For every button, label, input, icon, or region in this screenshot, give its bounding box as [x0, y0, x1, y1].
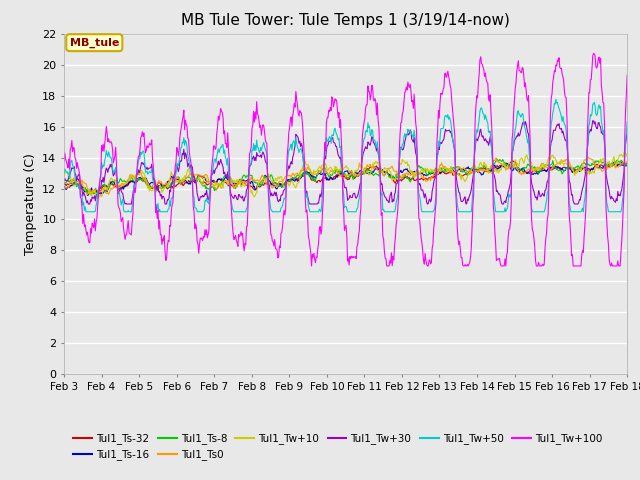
- Tul1_Ts-8: [216, 182, 224, 188]
- Tul1_Tw+30: [589, 118, 597, 124]
- Tul1_Ts-32: [431, 172, 439, 178]
- Tul1_Tw+30: [84, 201, 92, 207]
- Tul1_Ts0: [431, 167, 439, 173]
- Tul1_Ts-8: [186, 175, 194, 181]
- Tul1_Tw+50: [129, 197, 137, 203]
- Tul1_Ts-8: [87, 192, 95, 198]
- Tul1_Tw+30: [60, 177, 68, 183]
- Tul1_Ts-16: [70, 180, 78, 185]
- Tul1_Tw+10: [415, 169, 422, 175]
- Tul1_Ts0: [129, 172, 137, 178]
- Line: Tul1_Ts-8: Tul1_Ts-8: [64, 159, 627, 195]
- Tul1_Ts-16: [60, 184, 68, 190]
- Line: Tul1_Tw+30: Tul1_Tw+30: [64, 121, 627, 204]
- Tul1_Tw+10: [186, 170, 194, 176]
- Tul1_Ts-32: [508, 158, 516, 164]
- Tul1_Tw+50: [60, 171, 68, 177]
- Line: Tul1_Ts-32: Tul1_Ts-32: [64, 161, 627, 194]
- Tul1_Tw+30: [129, 191, 137, 197]
- Tul1_Ts-8: [493, 156, 501, 162]
- Tul1_Tw+50: [216, 146, 224, 152]
- Text: MB_tule: MB_tule: [70, 37, 119, 48]
- Tul1_Tw+30: [70, 164, 78, 169]
- Tul1_Ts-16: [84, 192, 92, 198]
- Tul1_Tw+100: [215, 117, 223, 123]
- Tul1_Tw+30: [216, 160, 224, 166]
- Tul1_Tw+100: [589, 50, 597, 56]
- Tul1_Tw+100: [186, 149, 193, 155]
- Tul1_Ts-32: [60, 182, 68, 188]
- Tul1_Ts0: [186, 170, 194, 176]
- Tul1_Ts-16: [186, 181, 194, 187]
- Tul1_Tw+50: [623, 119, 631, 125]
- Tul1_Tw+10: [93, 196, 100, 202]
- Line: Tul1_Tw+50: Tul1_Tw+50: [64, 99, 627, 212]
- Tul1_Tw+10: [60, 172, 68, 178]
- Tul1_Tw+50: [82, 209, 90, 215]
- Tul1_Tw+100: [431, 207, 439, 213]
- Tul1_Ts0: [60, 186, 68, 192]
- Tul1_Ts-32: [186, 178, 194, 184]
- Legend: Tul1_Ts-32, Tul1_Ts-16, Tul1_Ts-8, Tul1_Ts0, Tul1_Tw+10, Tul1_Tw+30, Tul1_Tw+50,: Tul1_Ts-32, Tul1_Ts-16, Tul1_Ts-8, Tul1_…: [69, 429, 606, 465]
- Tul1_Ts-32: [216, 177, 224, 182]
- Tul1_Tw+50: [431, 199, 439, 205]
- Tul1_Tw+30: [415, 182, 422, 188]
- Line: Tul1_Ts-16: Tul1_Ts-16: [64, 162, 627, 195]
- Tul1_Tw+100: [623, 72, 631, 78]
- Tul1_Ts0: [584, 154, 592, 160]
- Tul1_Ts0: [70, 177, 78, 182]
- Tul1_Tw+100: [70, 145, 78, 151]
- Tul1_Ts0: [216, 183, 224, 189]
- Tul1_Tw+50: [70, 167, 78, 172]
- Tul1_Tw+10: [129, 175, 137, 181]
- Tul1_Ts-8: [431, 166, 439, 172]
- Tul1_Tw+30: [431, 175, 439, 180]
- Tul1_Tw+100: [415, 216, 422, 221]
- Tul1_Tw+50: [552, 96, 560, 102]
- Tul1_Ts-8: [129, 177, 137, 183]
- Y-axis label: Temperature (C): Temperature (C): [24, 153, 36, 255]
- Tul1_Tw+10: [70, 183, 78, 189]
- Tul1_Ts0: [415, 171, 422, 177]
- Tul1_Ts-8: [70, 178, 78, 184]
- Tul1_Tw+10: [431, 172, 439, 178]
- Tul1_Tw+100: [308, 263, 316, 269]
- Tul1_Ts-8: [623, 161, 631, 167]
- Tul1_Ts-32: [95, 192, 102, 197]
- Tul1_Ts-32: [415, 176, 422, 182]
- Tul1_Tw+30: [186, 166, 194, 171]
- Tul1_Ts0: [623, 158, 631, 164]
- Tul1_Ts-16: [611, 159, 618, 165]
- Tul1_Ts-32: [70, 180, 78, 186]
- Line: Tul1_Tw+100: Tul1_Tw+100: [64, 53, 627, 266]
- Tul1_Tw+100: [128, 219, 136, 225]
- Tul1_Ts-8: [60, 180, 68, 186]
- Tul1_Ts0: [105, 192, 113, 197]
- Title: MB Tule Tower: Tule Temps 1 (3/19/14-now): MB Tule Tower: Tule Temps 1 (3/19/14-now…: [181, 13, 510, 28]
- Tul1_Tw+10: [216, 180, 224, 186]
- Tul1_Ts-32: [623, 161, 631, 167]
- Tul1_Tw+30: [623, 130, 631, 135]
- Tul1_Ts-16: [216, 176, 224, 182]
- Tul1_Tw+10: [623, 154, 631, 159]
- Tul1_Ts-32: [129, 179, 137, 185]
- Tul1_Ts-16: [431, 170, 439, 176]
- Tul1_Ts-8: [415, 162, 422, 168]
- Tul1_Tw+100: [60, 158, 68, 164]
- Tul1_Tw+10: [620, 149, 628, 155]
- Tul1_Ts-16: [415, 171, 422, 177]
- Tul1_Ts-16: [623, 162, 631, 168]
- Tul1_Tw+50: [415, 191, 422, 196]
- Tul1_Ts-16: [129, 178, 137, 183]
- Tul1_Tw+50: [186, 166, 194, 172]
- Line: Tul1_Tw+10: Tul1_Tw+10: [64, 152, 627, 199]
- Line: Tul1_Ts0: Tul1_Ts0: [64, 157, 627, 194]
